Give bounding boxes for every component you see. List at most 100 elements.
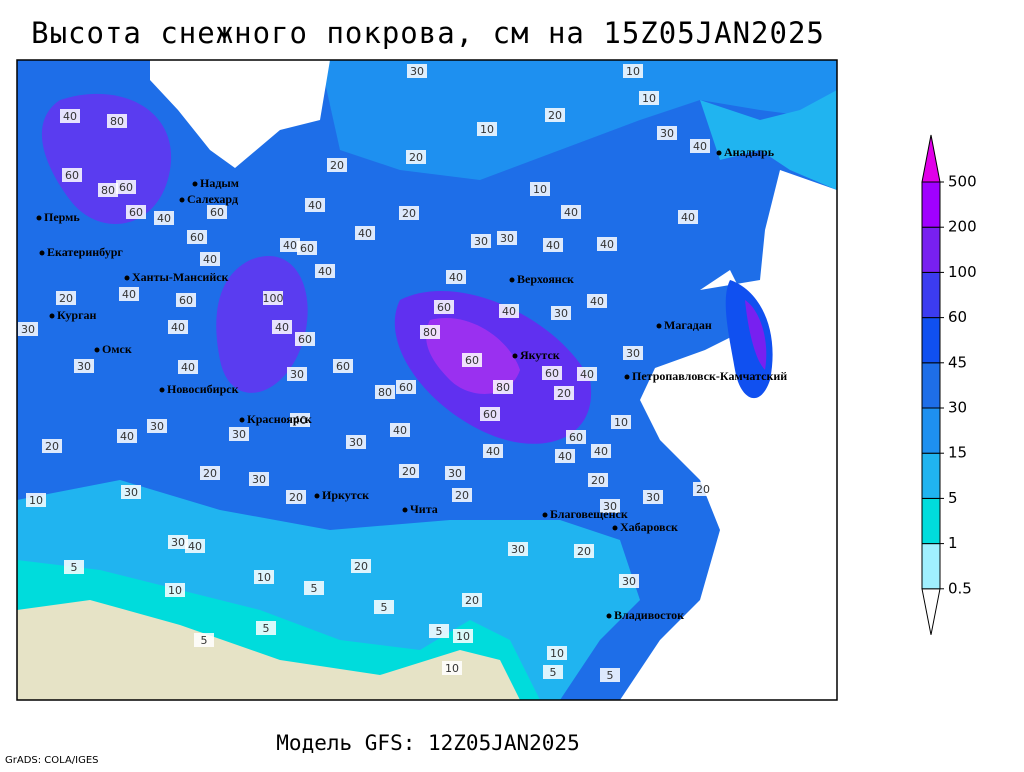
contour-label: 40 (157, 212, 171, 225)
city-dot (239, 417, 245, 423)
city-label: Екатеринбург (47, 245, 123, 259)
colorbar-label: 60 (948, 308, 967, 326)
contour-label-box (42, 439, 62, 453)
contour-label-box (280, 238, 300, 252)
title: Высота снежного покрова, см на 15Z05JAN2… (31, 16, 825, 50)
contour-label: 40 (122, 288, 136, 301)
colorbar-segment (921, 452, 941, 499)
contour-label: 10 (445, 662, 459, 675)
contour-label-box (480, 407, 500, 421)
contour-label-box (165, 583, 185, 597)
contour-label-box (446, 270, 466, 284)
contour-label: 40 (590, 295, 604, 308)
contour-label-box (429, 624, 449, 638)
contour-label-box (499, 304, 519, 318)
contour-label-box (26, 493, 46, 507)
contour-label: 30 (646, 491, 660, 504)
contour-label: 40 (203, 253, 217, 266)
contour-label: 5 (71, 561, 78, 574)
contour-label-box (399, 464, 419, 478)
contour-label: 40 (546, 239, 560, 252)
city-dot (314, 493, 320, 499)
deep-snow-west (41, 93, 172, 224)
colorbar-label: 15 (948, 444, 967, 462)
contour-label-box (445, 466, 465, 480)
contour-label: 40 (449, 271, 463, 284)
contour-label: 60 (465, 354, 479, 367)
contour-label: 20 (696, 483, 710, 496)
contour-label: 60 (483, 408, 497, 421)
contour-label: 30 (474, 235, 488, 248)
city-label: Надым (200, 176, 239, 190)
contour-label-box (453, 629, 473, 643)
contour-label-box (304, 581, 324, 595)
contour-label-box (64, 560, 84, 574)
contour-label: 60 (569, 431, 583, 444)
contour-label: 10 (168, 584, 182, 597)
pacific-ocean (620, 170, 837, 700)
contour-label-box (555, 449, 575, 463)
contour-label: 10 (642, 92, 656, 105)
contour-label: 30 (349, 436, 363, 449)
colorbar-segment (921, 271, 941, 319)
contour-label: 40 (308, 199, 322, 212)
contour-label: 20 (203, 467, 217, 480)
contour-label-box (420, 325, 440, 339)
contour-label: 30 (232, 428, 246, 441)
contour-label-box (355, 226, 375, 240)
colorbar-segment (921, 181, 941, 228)
contour-label: 10 (550, 647, 564, 660)
contour-label: 30 (290, 368, 304, 381)
city-label: Ханты-Мансийск (132, 270, 229, 284)
contour-label: 30 (603, 500, 617, 513)
map (16, 59, 838, 701)
contour-label-box (600, 668, 620, 682)
contour-label: 80 (496, 381, 510, 394)
city-label: Чита (410, 502, 438, 516)
contour-label-box (229, 427, 249, 441)
contour-label: 40 (358, 227, 372, 240)
contour-label: 10 (29, 494, 43, 507)
contour-label-box (600, 499, 620, 513)
city-label: Якутск (520, 348, 560, 362)
colorbar-label: 0.5 (948, 579, 972, 597)
contour-label: 20 (59, 292, 73, 305)
contour-label-box (375, 385, 395, 399)
contour-label-box (200, 252, 220, 266)
arctic-ocean (150, 60, 330, 168)
contour-label-box (168, 535, 188, 549)
city-dot (124, 275, 130, 281)
contour-label-box (554, 386, 574, 400)
chukotka-coast (700, 90, 837, 190)
contour-label: 5 (550, 666, 557, 679)
contour-label-box (561, 205, 581, 219)
contour-label: 5 (311, 582, 318, 595)
contour-label-box (121, 485, 141, 499)
city-dot (192, 181, 198, 187)
colorbar-segment (921, 543, 941, 590)
kamchatka (725, 280, 773, 399)
contour-label: 60 (179, 294, 193, 307)
contour-label: 30 (622, 575, 636, 588)
contour-label-box (543, 238, 563, 252)
colorbar-label: 200 (948, 218, 977, 236)
contour-label-box (295, 332, 315, 346)
contour-label-box (168, 320, 188, 334)
contour-label-box (107, 114, 127, 128)
city-dot (402, 507, 408, 513)
contour-label-box (588, 473, 608, 487)
contour-label-box (678, 210, 698, 224)
contour-label: 60 (210, 206, 224, 219)
contour-label: 60 (545, 367, 559, 380)
contour-label-box (547, 646, 567, 660)
contour-label-box (611, 415, 631, 429)
contour-label-box (493, 380, 513, 394)
contour-label-box (407, 64, 427, 78)
contour-label: 20 (402, 465, 416, 478)
contour-label: 40 (486, 445, 500, 458)
contour-label-box (587, 294, 607, 308)
contour-label-box (543, 665, 563, 679)
contour-label: 40 (188, 540, 202, 553)
contour-label: 40 (171, 321, 185, 334)
